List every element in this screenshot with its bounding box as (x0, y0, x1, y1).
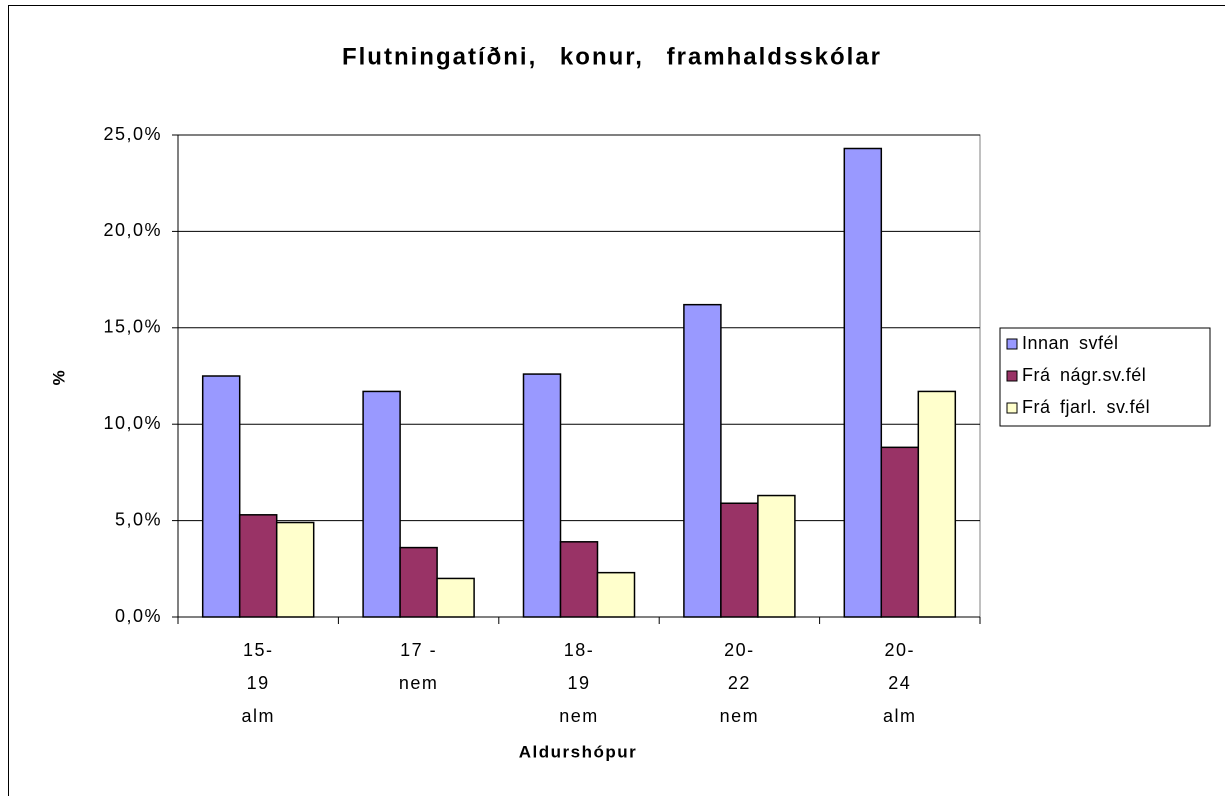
y-tick-label: 25,0% (103, 124, 162, 144)
bar (522, 373, 562, 618)
bar (683, 303, 722, 618)
legend-swatch (1006, 402, 1018, 414)
x-tick-label: 17 - (400, 640, 437, 660)
x-tick-label: 15- (243, 640, 274, 660)
x-axis-label: Aldurshópur (519, 742, 638, 761)
x-tick-label: 19 (247, 673, 270, 693)
chart-title: Flutningatíðni, konur, framhaldsskólar (342, 43, 882, 70)
x-tick-label: nem (720, 706, 760, 726)
x-tick-label: alm (241, 706, 275, 726)
bar (559, 541, 599, 618)
bar (880, 446, 920, 618)
bar (362, 390, 401, 618)
bar (757, 494, 796, 618)
y-tick-label: 5,0% (115, 509, 162, 529)
bar (275, 521, 315, 618)
bar (917, 390, 957, 618)
y-tick-label: 20,0% (103, 220, 162, 240)
x-tick-label: 24 (888, 673, 911, 693)
bar (201, 375, 241, 618)
x-tick-label: alm (883, 706, 917, 726)
bar (843, 147, 883, 618)
y-tick-label: 10,0% (103, 413, 162, 433)
legend-label: Frá nágr.sv.fél (1022, 365, 1146, 385)
x-tick-label: 22 (728, 673, 751, 693)
bar (436, 577, 475, 618)
legend-swatch (1006, 338, 1018, 350)
bar (399, 546, 438, 618)
bar (596, 571, 636, 618)
legend-swatch (1006, 370, 1018, 382)
y-axis-label: % (49, 369, 68, 386)
bar (720, 502, 759, 618)
y-tick-label: 15,0% (103, 317, 162, 337)
x-tick-label: 20- (885, 640, 916, 660)
legend-box (999, 327, 1211, 427)
legend-label: Innan svfél (1022, 333, 1119, 353)
x-tick-label: 20- (724, 640, 755, 660)
y-tick-label: 0,0% (115, 606, 162, 626)
x-tick-label: 18- (564, 640, 595, 660)
x-tick-label: nem (559, 706, 599, 726)
x-tick-label: 19 (567, 673, 590, 693)
x-tick-label: nem (399, 673, 439, 693)
legend-label: Frá fjarl. sv.fél (1022, 397, 1150, 417)
bar (238, 514, 278, 618)
